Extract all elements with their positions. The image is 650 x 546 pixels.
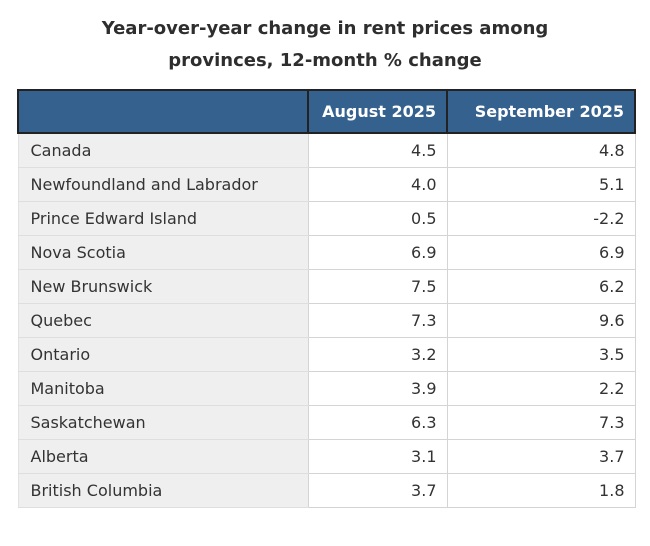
value-cell: 6.9 — [446, 234, 636, 270]
row-label-cell: New Brunswick — [17, 268, 309, 304]
value-cell: 7.3 — [307, 302, 448, 338]
row-label-cell: Nova Scotia — [17, 234, 309, 270]
table-row: Alberta 3.1 3.7 — [17, 438, 636, 474]
row-label-cell: Ontario — [17, 336, 309, 372]
table-row: British Columbia 3.7 1.8 — [17, 472, 636, 508]
value-cell: 6.9 — [307, 234, 448, 270]
value-cell: 5.1 — [446, 166, 636, 202]
table-row: Prince Edward Island 0.5 -2.2 — [17, 200, 636, 236]
value-cell: 3.9 — [307, 370, 448, 406]
value-cell: 4.0 — [307, 166, 448, 202]
value-cell: 3.7 — [446, 438, 636, 474]
row-label-cell: Saskatchewan — [17, 404, 309, 440]
table-row: Quebec 7.3 9.6 — [17, 302, 636, 338]
table-body: Canada 4.5 4.8 Newfoundland and Labrador… — [17, 132, 636, 508]
value-cell: 3.7 — [307, 472, 448, 508]
value-cell: 3.1 — [307, 438, 448, 474]
table-row: Saskatchewan 6.3 7.3 — [17, 404, 636, 440]
table-row: Newfoundland and Labrador 4.0 5.1 — [17, 166, 636, 202]
rent-table: August 2025 September 2025 Canada 4.5 4.… — [17, 88, 636, 508]
row-label-cell: Quebec — [17, 302, 309, 338]
table-row: Ontario 3.2 3.5 — [17, 336, 636, 372]
value-cell: 7.5 — [307, 268, 448, 304]
row-label-cell: Prince Edward Island — [17, 200, 309, 236]
value-cell: 4.5 — [307, 132, 448, 168]
table-row: New Brunswick 7.5 6.2 — [17, 268, 636, 304]
table-row: Nova Scotia 6.9 6.9 — [17, 234, 636, 270]
value-cell: 3.2 — [307, 336, 448, 372]
table-header-row: August 2025 September 2025 — [17, 88, 636, 134]
table-row: Manitoba 3.9 2.2 — [17, 370, 636, 406]
row-label-cell: Alberta — [17, 438, 309, 474]
page-title: Year-over-year change in rent prices amo… — [101, 18, 549, 72]
column-header-september: September 2025 — [446, 88, 636, 134]
row-label-cell: Newfoundland and Labrador — [17, 166, 309, 202]
value-cell: 6.3 — [307, 404, 448, 440]
row-label-cell: Canada — [17, 132, 309, 168]
value-cell: -2.2 — [446, 200, 636, 236]
value-cell: 1.8 — [446, 472, 636, 508]
value-cell: 0.5 — [307, 200, 448, 236]
value-cell: 2.2 — [446, 370, 636, 406]
column-header-august: August 2025 — [307, 88, 448, 134]
value-cell: 3.5 — [446, 336, 636, 372]
value-cell: 6.2 — [446, 268, 636, 304]
value-cell: 7.3 — [446, 404, 636, 440]
value-cell: 9.6 — [446, 302, 636, 338]
row-label-cell: British Columbia — [17, 472, 309, 508]
table-row: Canada 4.5 4.8 — [17, 132, 636, 168]
value-cell: 4.8 — [446, 132, 636, 168]
row-label-cell: Manitoba — [17, 370, 309, 406]
corner-header-cell — [17, 88, 309, 134]
